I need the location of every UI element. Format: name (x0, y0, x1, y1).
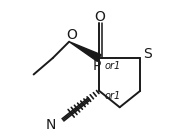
Text: O: O (94, 10, 105, 24)
Text: O: O (66, 28, 77, 42)
Text: S: S (143, 47, 151, 61)
Text: N: N (46, 118, 56, 132)
Text: or1: or1 (105, 91, 121, 101)
Text: or1: or1 (105, 61, 121, 71)
Text: P: P (92, 59, 101, 73)
Polygon shape (69, 42, 101, 61)
